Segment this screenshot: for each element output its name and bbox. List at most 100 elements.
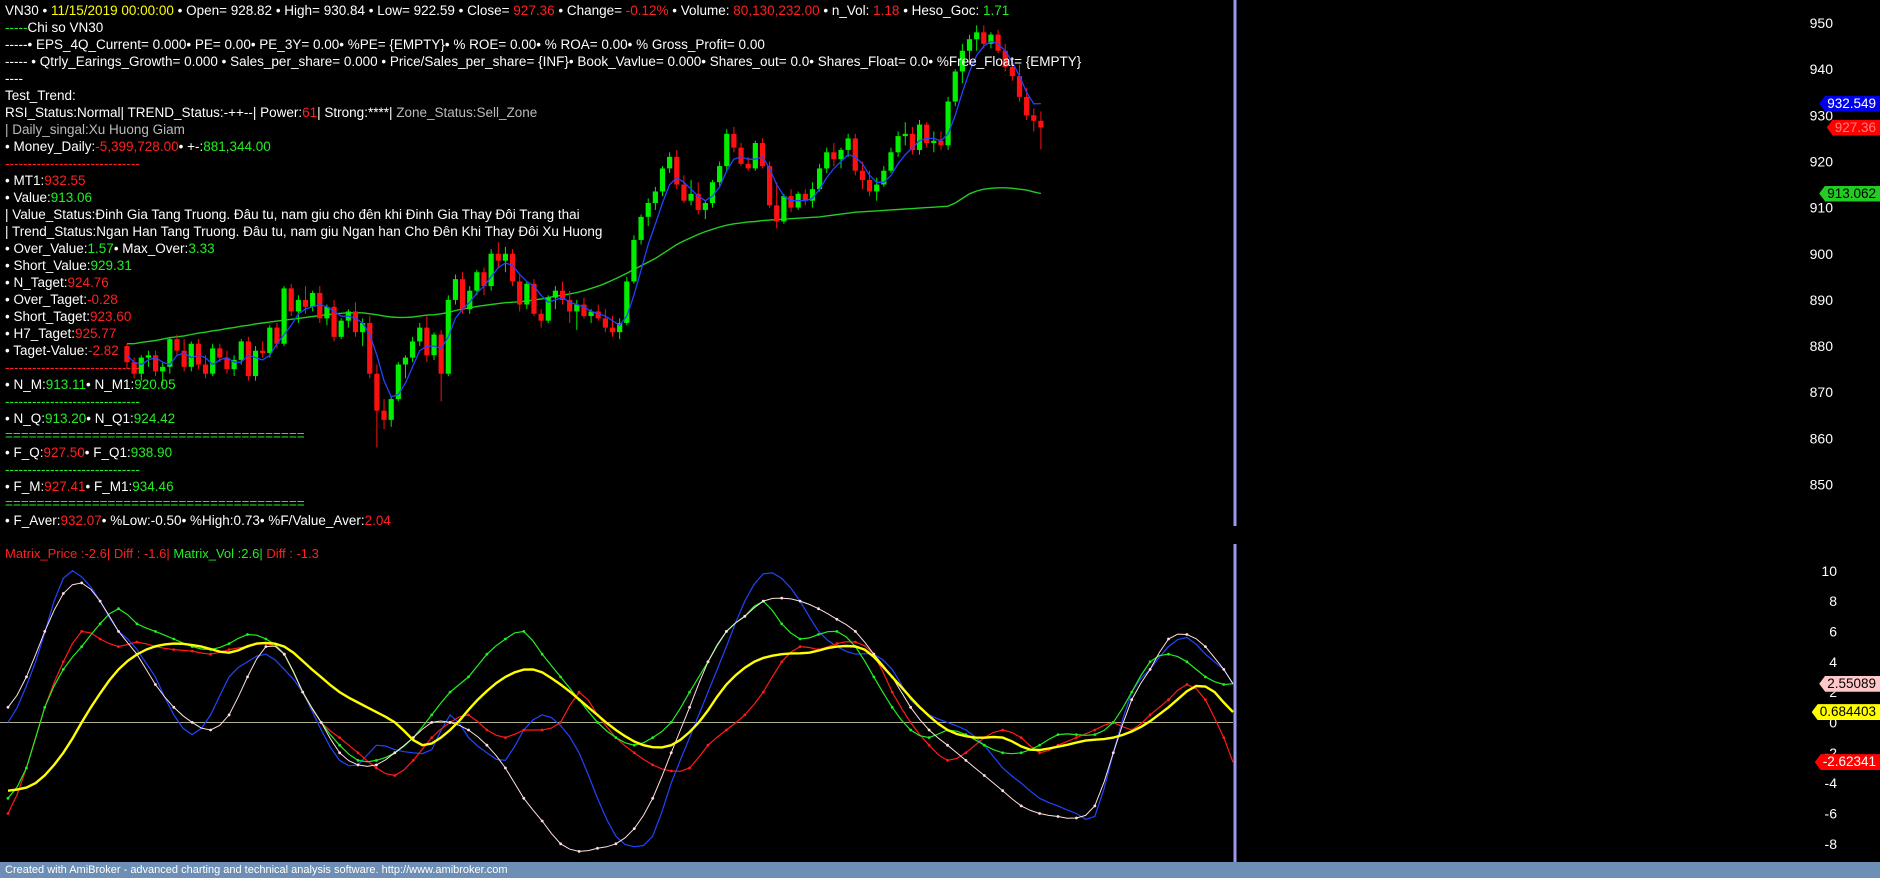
info-line: • F_Q:927.50• F_Q1:938.90 bbox=[5, 444, 1081, 461]
info-segment: | Trend_Status:Ngan Han Tang Truong. Đâu… bbox=[5, 224, 603, 239]
info-line: | Value_Status:Đinh Gia Tang Truong. Đâu… bbox=[5, 206, 1081, 223]
oscillator-point bbox=[375, 766, 378, 770]
oscillator-point bbox=[761, 599, 765, 603]
oscillator-point bbox=[761, 690, 765, 694]
candle-body bbox=[552, 290, 558, 298]
candle-body bbox=[310, 292, 316, 307]
oscillator-point bbox=[651, 736, 655, 739]
candle-body bbox=[938, 140, 944, 146]
info-segment: • Heso_Goc: bbox=[899, 3, 983, 18]
info-segment: 929.31 bbox=[90, 258, 132, 273]
info-line: Test_Trend: bbox=[5, 87, 1081, 104]
info-segment: 913.06 bbox=[50, 190, 93, 205]
info-segment: 881,344.00 bbox=[203, 139, 271, 154]
oscillator-point bbox=[651, 763, 655, 767]
oscillator-title: Matrix_Price :-2.6| Diff : -1.6| Matrix_… bbox=[5, 545, 319, 562]
oscillator-point bbox=[1093, 728, 1097, 732]
oscillator-point bbox=[835, 642, 839, 645]
oscillator-point bbox=[798, 645, 802, 648]
candle-body bbox=[581, 304, 587, 317]
oscillator-point bbox=[872, 675, 876, 679]
info-segment: • Change= bbox=[554, 3, 626, 18]
candle-body bbox=[517, 281, 523, 305]
oscillator-point bbox=[154, 630, 157, 633]
oscillator-point bbox=[1167, 637, 1170, 641]
info-segment: • Money_Daily: bbox=[5, 139, 96, 154]
oscillator-point bbox=[577, 690, 581, 694]
oscillator-point bbox=[688, 766, 691, 770]
price-tag: 913.062 bbox=[1819, 185, 1880, 202]
candle-body bbox=[181, 350, 187, 367]
oscillator-point bbox=[338, 751, 341, 755]
oscillator-point bbox=[356, 751, 360, 755]
info-segment: 11/15/2019 00:00:00 bbox=[51, 3, 174, 18]
oscillator-point bbox=[927, 736, 931, 739]
candle-body bbox=[252, 350, 259, 377]
oscillator-point bbox=[190, 649, 194, 653]
info-segment: 80,130,232.00 bbox=[733, 3, 820, 18]
candle-body bbox=[567, 299, 573, 312]
ma-blue-line bbox=[126, 40, 1041, 398]
oscillator-point bbox=[1019, 751, 1023, 755]
oscillator-point bbox=[227, 713, 231, 717]
oscillator-point bbox=[61, 660, 65, 664]
info-segment: • n_Vol: bbox=[819, 3, 874, 18]
oscillator-point bbox=[1130, 690, 1134, 694]
osc-y-tick: 4 bbox=[1829, 654, 1837, 670]
info-segment: • F_M: bbox=[5, 479, 45, 494]
oscillator-point bbox=[485, 652, 489, 656]
info-line: -----• EPS_4Q_Current= 0.000• PE= 0.00• … bbox=[5, 36, 1081, 53]
candle-body bbox=[167, 339, 173, 367]
info-segment: 934.46 bbox=[132, 479, 174, 494]
oscillator-point bbox=[80, 581, 84, 585]
oscillator-point bbox=[485, 728, 489, 732]
candle-body bbox=[231, 359, 237, 370]
oscillator-point bbox=[190, 721, 194, 724]
candle-body bbox=[709, 182, 716, 204]
oscillator-point bbox=[172, 637, 176, 641]
info-segment: 927.36 bbox=[513, 3, 555, 18]
candle-body bbox=[945, 101, 951, 146]
info-segment: -----• EPS_4Q_Current= 0.000• PE= 0.00• … bbox=[5, 37, 765, 52]
oscillator-point bbox=[1204, 675, 1207, 679]
info-segment: 1.71 bbox=[982, 3, 1010, 18]
info-line: | Daily_singal:Xu Huong Giam bbox=[5, 121, 1081, 138]
oscillator-point bbox=[780, 660, 784, 664]
candle-body bbox=[638, 216, 644, 240]
oscillator-point bbox=[227, 642, 231, 645]
info-segment: 1.18 bbox=[873, 3, 900, 18]
oscillator-point bbox=[430, 736, 434, 739]
info-segment: 927.50 bbox=[43, 445, 85, 460]
oscillator-point bbox=[1148, 668, 1152, 671]
info-segment: • F_Aver: bbox=[5, 513, 61, 528]
oscillator-point bbox=[1111, 751, 1115, 755]
info-segment: | Strong:****| bbox=[317, 105, 397, 120]
info-segment: 932.55 bbox=[44, 173, 86, 188]
oscillator-point bbox=[1075, 816, 1078, 820]
oscillator-point bbox=[1167, 698, 1170, 702]
oscillator-point bbox=[338, 743, 341, 747]
candle-body bbox=[424, 327, 430, 356]
info-segment: • N_Q: bbox=[5, 411, 45, 426]
candle-body bbox=[574, 304, 580, 312]
candle-body bbox=[438, 334, 444, 374]
info-segment: -5,399,728.00 bbox=[95, 139, 179, 154]
oscillator-point bbox=[80, 645, 84, 648]
candle-body bbox=[188, 343, 194, 367]
oscillator-point bbox=[522, 796, 526, 800]
oscillator-point bbox=[725, 728, 728, 732]
oscillator-point bbox=[540, 819, 544, 823]
oscillator-point bbox=[43, 630, 47, 633]
info-segment: Chi so VN30 bbox=[27, 20, 104, 35]
info-segment: • H7_Taget: bbox=[5, 326, 76, 341]
info-segment: ------------------------------ bbox=[5, 462, 140, 477]
info-segment: • MT1: bbox=[5, 173, 45, 188]
oscillator-point bbox=[982, 774, 986, 777]
candle-body bbox=[845, 138, 851, 150]
info-segment: RSI_Status:Normal| TREND_Status:-++--| P… bbox=[5, 105, 303, 120]
oscillator-series-line bbox=[7, 582, 1234, 852]
oscillator-point bbox=[117, 630, 120, 633]
candle-body bbox=[374, 373, 380, 411]
oscillator-point bbox=[1148, 713, 1152, 717]
oscillator-point bbox=[375, 763, 378, 767]
